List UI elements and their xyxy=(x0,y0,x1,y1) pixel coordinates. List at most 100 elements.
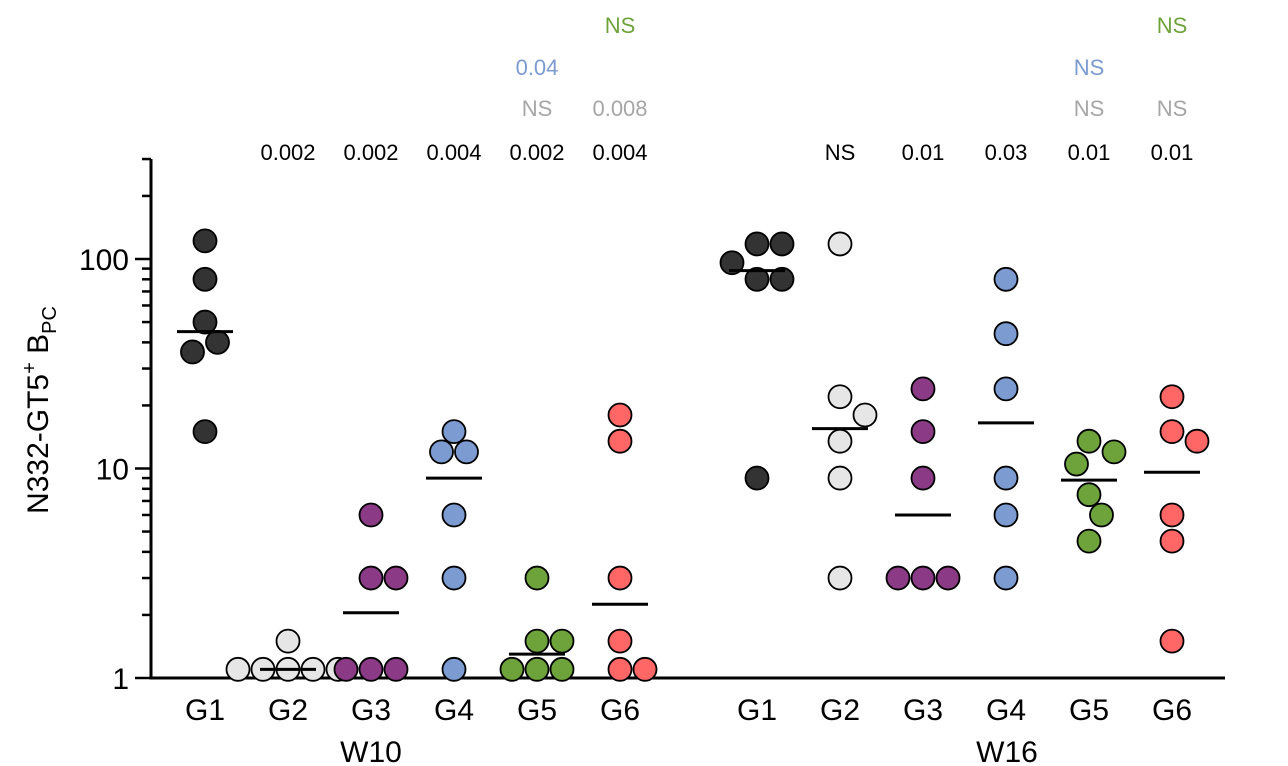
data-point xyxy=(769,266,795,292)
data-point xyxy=(993,266,1019,292)
data-point xyxy=(524,565,550,591)
data-point xyxy=(910,419,936,445)
data-point xyxy=(192,419,218,445)
data-point xyxy=(441,656,467,682)
data-point xyxy=(827,428,853,454)
p-value-black: 0.01 xyxy=(902,140,945,165)
data-point xyxy=(993,502,1019,528)
median-lines xyxy=(177,269,1200,671)
p-value-black: 0.002 xyxy=(260,140,315,165)
data-point xyxy=(192,228,218,254)
p-value-black: 0.002 xyxy=(343,140,398,165)
data-points xyxy=(180,228,1210,682)
data-point xyxy=(852,402,878,428)
data-point xyxy=(192,266,218,292)
data-point xyxy=(1159,628,1185,654)
data-point xyxy=(993,376,1019,402)
data-point xyxy=(549,628,575,654)
p-value-black: 0.01 xyxy=(1151,140,1194,165)
p-value-gray: NS xyxy=(1157,96,1188,121)
data-point xyxy=(607,402,633,428)
data-point xyxy=(827,465,853,491)
x-tick-label: G5 xyxy=(517,694,557,727)
data-point xyxy=(383,565,409,591)
axis-labels: 1 10 100 N332-GT5+ BPC W10 G1 G2 G3 G4 G5 G6 W16 G1 G… xyxy=(19,244,1192,766)
p-value-black: 0.004 xyxy=(426,140,481,165)
data-point xyxy=(607,428,633,454)
data-point xyxy=(744,266,770,292)
p-value-black: 0.004 xyxy=(592,140,647,165)
data-point xyxy=(910,376,936,402)
data-point xyxy=(827,565,853,591)
y-axis-label: N332-GT5+ BPC xyxy=(19,306,61,514)
p-value-gray: 0.008 xyxy=(592,96,647,121)
data-point xyxy=(910,465,936,491)
p-value-black: 0.002 xyxy=(509,140,564,165)
data-point xyxy=(333,656,359,682)
data-point xyxy=(358,502,384,528)
x-tick-label: G1 xyxy=(185,694,225,727)
x-tick-label: G2 xyxy=(820,694,860,727)
data-point xyxy=(225,656,251,682)
y-tick-label: 10 xyxy=(96,454,129,487)
data-point xyxy=(1159,528,1185,554)
data-point xyxy=(827,231,853,257)
data-point xyxy=(524,628,550,654)
x-tick-label: G1 xyxy=(737,694,777,727)
data-point xyxy=(744,465,770,491)
data-point xyxy=(1076,428,1102,454)
data-point xyxy=(1159,502,1185,528)
data-point xyxy=(1064,451,1089,477)
data-point xyxy=(441,419,467,445)
y-tick-label: 100 xyxy=(79,244,129,277)
data-point xyxy=(827,384,853,410)
data-point xyxy=(429,439,454,465)
data-point xyxy=(1159,384,1185,410)
p-value-black: NS xyxy=(825,140,856,165)
p-value-gray: NS xyxy=(522,96,553,121)
x-tick-label: G2 xyxy=(268,694,308,727)
p-value-gray: NS xyxy=(1074,96,1105,121)
data-point xyxy=(441,565,467,591)
data-point xyxy=(1184,428,1210,454)
data-point xyxy=(454,439,479,465)
x-tick-label: G4 xyxy=(986,694,1026,727)
data-point xyxy=(441,502,467,528)
data-point xyxy=(607,656,633,682)
data-point xyxy=(910,565,936,591)
p-value-green: NS xyxy=(605,13,636,38)
x-tick-label: G3 xyxy=(903,694,943,727)
data-point xyxy=(1089,502,1114,528)
data-point xyxy=(993,321,1019,347)
data-point xyxy=(383,656,409,682)
data-point xyxy=(358,565,384,591)
p-value-annotations: 0.002 0.002 0.004 0.002 NS 0.04 0.004 0.008 NS NS… xyxy=(260,13,1193,165)
data-point xyxy=(719,250,745,276)
data-point xyxy=(993,465,1019,491)
p-value-blue: NS xyxy=(1074,55,1105,80)
data-point xyxy=(1076,482,1102,508)
axes xyxy=(135,157,1225,680)
data-point xyxy=(1159,419,1185,445)
data-point xyxy=(275,628,301,654)
data-point xyxy=(499,656,525,682)
data-point xyxy=(1076,528,1102,554)
x-tick-label: G6 xyxy=(600,694,640,727)
p-value-black: 0.01 xyxy=(1068,140,1111,165)
data-point xyxy=(607,565,633,591)
x-tick-label: G4 xyxy=(434,694,474,727)
p-value-green: NS xyxy=(1157,13,1188,38)
data-point xyxy=(935,565,961,591)
data-point xyxy=(180,339,205,365)
data-point xyxy=(192,309,218,335)
x-tick-label: G6 xyxy=(1152,694,1192,727)
timepoint-label: W16 xyxy=(976,736,1038,766)
timepoint-label: W10 xyxy=(340,736,402,766)
data-point xyxy=(358,656,384,682)
data-point xyxy=(885,565,911,591)
p-value-blue: 0.04 xyxy=(516,55,559,80)
data-point xyxy=(205,329,230,355)
data-point xyxy=(524,656,550,682)
data-point xyxy=(769,231,795,257)
